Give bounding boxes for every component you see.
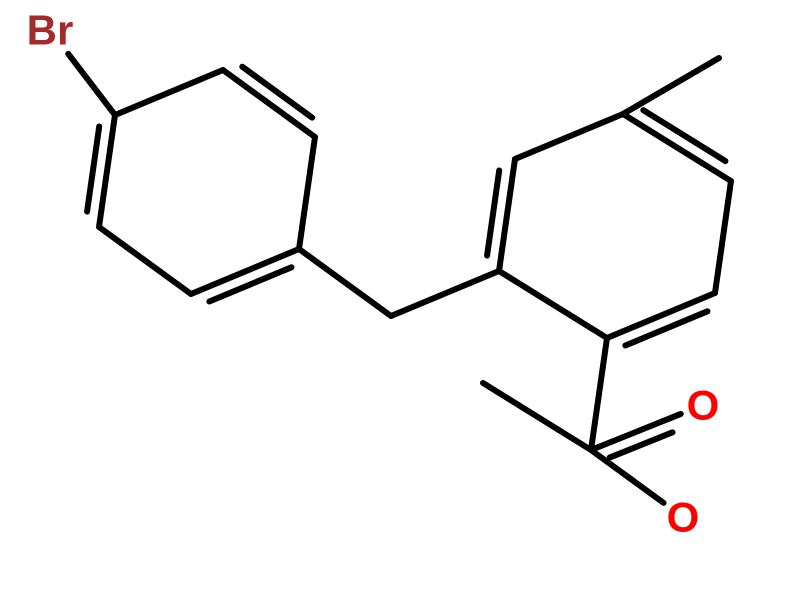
bond-line xyxy=(299,137,315,249)
bond-line xyxy=(115,70,223,115)
bond-line xyxy=(87,126,99,211)
bond-line xyxy=(499,271,607,338)
atom-label-o: O xyxy=(687,382,720,429)
bond-line xyxy=(623,114,731,181)
bond-line xyxy=(515,114,623,159)
atom-label-br: Br xyxy=(27,7,74,54)
atom-label-o: O xyxy=(667,494,700,541)
bonds-layer xyxy=(68,54,731,503)
atoms-layer: Br O O xyxy=(27,7,720,541)
bond-line xyxy=(623,58,719,114)
bond-line xyxy=(591,338,607,450)
bond-line xyxy=(483,383,591,450)
bond-line xyxy=(391,271,499,316)
bond-line xyxy=(68,54,115,115)
bond-line xyxy=(99,227,191,294)
bond-line xyxy=(223,70,315,137)
bond-line xyxy=(715,181,731,293)
bond-line xyxy=(591,450,664,503)
bond-line xyxy=(487,170,499,255)
molecule-diagram: Br O O xyxy=(0,0,800,591)
bond-line xyxy=(299,249,391,316)
